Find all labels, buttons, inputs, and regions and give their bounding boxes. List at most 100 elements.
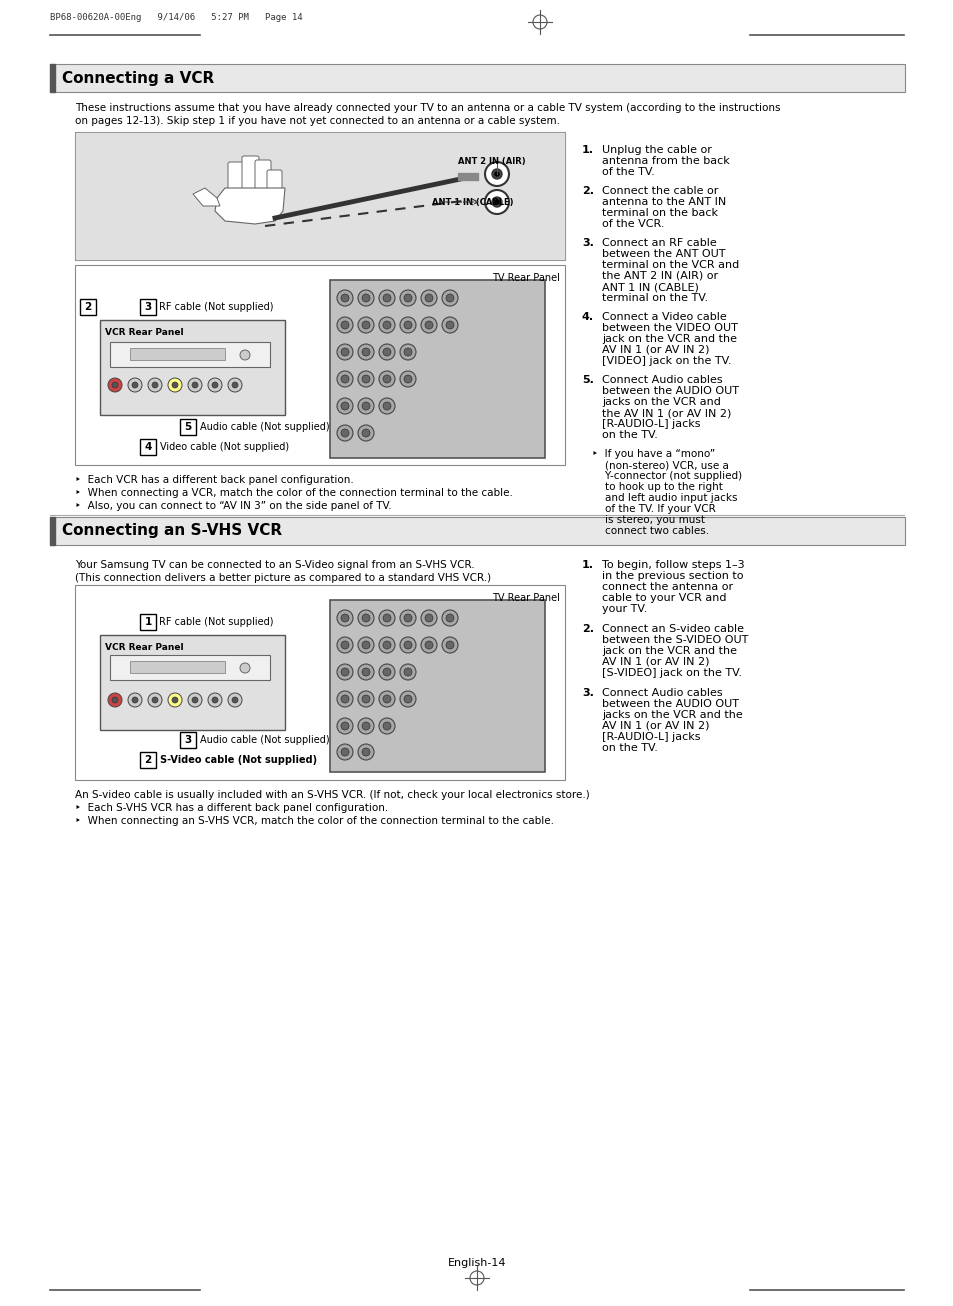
Text: VCR Rear Panel: VCR Rear Panel <box>105 643 183 652</box>
Text: Connect a Video cable: Connect a Video cable <box>601 312 726 323</box>
Circle shape <box>495 200 498 204</box>
Circle shape <box>336 371 353 387</box>
Circle shape <box>492 168 501 179</box>
Circle shape <box>212 381 218 388</box>
Text: terminal on the VCR and: terminal on the VCR and <box>601 260 739 270</box>
Text: ANT 1 IN (CABLE): ANT 1 IN (CABLE) <box>432 197 513 206</box>
Circle shape <box>336 398 353 414</box>
Text: between the ANT OUT: between the ANT OUT <box>601 249 724 259</box>
Circle shape <box>212 697 218 703</box>
Circle shape <box>112 381 118 388</box>
Text: and left audio input jacks: and left audio input jacks <box>592 492 737 503</box>
Circle shape <box>403 614 412 622</box>
Bar <box>75 132 564 260</box>
Circle shape <box>357 424 374 441</box>
Circle shape <box>446 321 454 329</box>
Text: [VIDEO] jack on the TV.: [VIDEO] jack on the TV. <box>601 357 731 366</box>
Circle shape <box>420 290 436 306</box>
Bar <box>50 64 904 91</box>
Text: ANT 2 IN (AIR): ANT 2 IN (AIR) <box>457 157 525 166</box>
Text: ‣  Each S-VHS VCR has a different back panel configuration.: ‣ Each S-VHS VCR has a different back pa… <box>75 803 388 814</box>
Circle shape <box>336 744 353 760</box>
Text: Connect the cable or: Connect the cable or <box>601 185 718 196</box>
Text: [R-AUDIO-L] jacks: [R-AUDIO-L] jacks <box>601 731 700 742</box>
Circle shape <box>382 695 391 703</box>
Text: 2: 2 <box>84 302 91 312</box>
Bar <box>75 585 564 780</box>
Circle shape <box>484 189 509 214</box>
Circle shape <box>403 294 412 302</box>
Circle shape <box>340 748 349 756</box>
Circle shape <box>357 610 374 626</box>
Text: 3: 3 <box>144 302 152 312</box>
Circle shape <box>361 695 370 703</box>
Circle shape <box>336 424 353 441</box>
Circle shape <box>399 637 416 653</box>
Text: VCR Rear Panel: VCR Rear Panel <box>105 328 183 337</box>
Circle shape <box>336 663 353 680</box>
Text: Audio cable (Not supplied): Audio cable (Not supplied) <box>200 735 330 744</box>
Text: [S-VIDEO] jack on the TV.: [S-VIDEO] jack on the TV. <box>601 667 741 678</box>
Circle shape <box>361 428 370 438</box>
Polygon shape <box>193 188 220 206</box>
Text: 2.: 2. <box>581 624 594 633</box>
Text: Connect an S-video cable: Connect an S-video cable <box>601 624 743 633</box>
Circle shape <box>240 663 250 673</box>
Circle shape <box>382 722 391 730</box>
Text: 1.: 1. <box>581 145 594 155</box>
Circle shape <box>441 317 457 333</box>
Text: S-Video cable (Not supplied): S-Video cable (Not supplied) <box>160 755 316 765</box>
Circle shape <box>208 377 222 392</box>
Circle shape <box>336 637 353 653</box>
Circle shape <box>382 667 391 677</box>
Text: 4: 4 <box>144 441 152 452</box>
Circle shape <box>336 343 353 360</box>
Circle shape <box>382 347 391 357</box>
Text: terminal on the TV.: terminal on the TV. <box>601 293 707 303</box>
Circle shape <box>403 695 412 703</box>
Text: jacks on the VCR and: jacks on the VCR and <box>601 397 720 407</box>
Text: connect two cables.: connect two cables. <box>592 526 708 535</box>
Text: ‣  When connecting a VCR, match the color of the connection terminal to the cabl: ‣ When connecting a VCR, match the color… <box>75 488 513 498</box>
Circle shape <box>357 371 374 387</box>
Circle shape <box>441 637 457 653</box>
Circle shape <box>403 641 412 649</box>
Circle shape <box>424 614 433 622</box>
Circle shape <box>152 697 158 703</box>
Circle shape <box>382 294 391 302</box>
Text: Connect Audio cables: Connect Audio cables <box>601 375 721 385</box>
Text: TV Rear Panel: TV Rear Panel <box>492 593 559 603</box>
Circle shape <box>112 697 118 703</box>
Text: between the S-VIDEO OUT: between the S-VIDEO OUT <box>601 635 747 645</box>
Circle shape <box>378 637 395 653</box>
Text: the ANT 2 IN (AIR) or: the ANT 2 IN (AIR) or <box>601 272 718 281</box>
Circle shape <box>399 691 416 707</box>
Circle shape <box>340 667 349 677</box>
Text: jack on the VCR and the: jack on the VCR and the <box>601 646 737 656</box>
Text: Video cable (Not supplied): Video cable (Not supplied) <box>160 441 289 452</box>
Circle shape <box>382 641 391 649</box>
Circle shape <box>357 744 374 760</box>
FancyBboxPatch shape <box>228 162 246 196</box>
Text: on the TV.: on the TV. <box>601 430 658 440</box>
Circle shape <box>420 637 436 653</box>
Polygon shape <box>214 188 285 225</box>
Text: terminal on the back: terminal on the back <box>601 208 718 218</box>
Circle shape <box>361 722 370 730</box>
Circle shape <box>148 693 162 707</box>
Circle shape <box>108 693 122 707</box>
Text: 5: 5 <box>184 422 192 432</box>
Text: TV Rear Panel: TV Rear Panel <box>492 273 559 283</box>
Bar <box>180 731 195 748</box>
Circle shape <box>357 317 374 333</box>
Text: on the TV.: on the TV. <box>601 743 658 754</box>
Text: 1.: 1. <box>581 560 594 569</box>
Circle shape <box>108 377 122 392</box>
Text: to hook up to the right: to hook up to the right <box>592 482 722 492</box>
Circle shape <box>484 162 509 185</box>
Circle shape <box>232 697 237 703</box>
Bar <box>50 517 55 545</box>
Text: 4.: 4. <box>581 312 594 323</box>
Circle shape <box>340 375 349 383</box>
Text: jacks on the VCR and the: jacks on the VCR and the <box>601 710 742 720</box>
